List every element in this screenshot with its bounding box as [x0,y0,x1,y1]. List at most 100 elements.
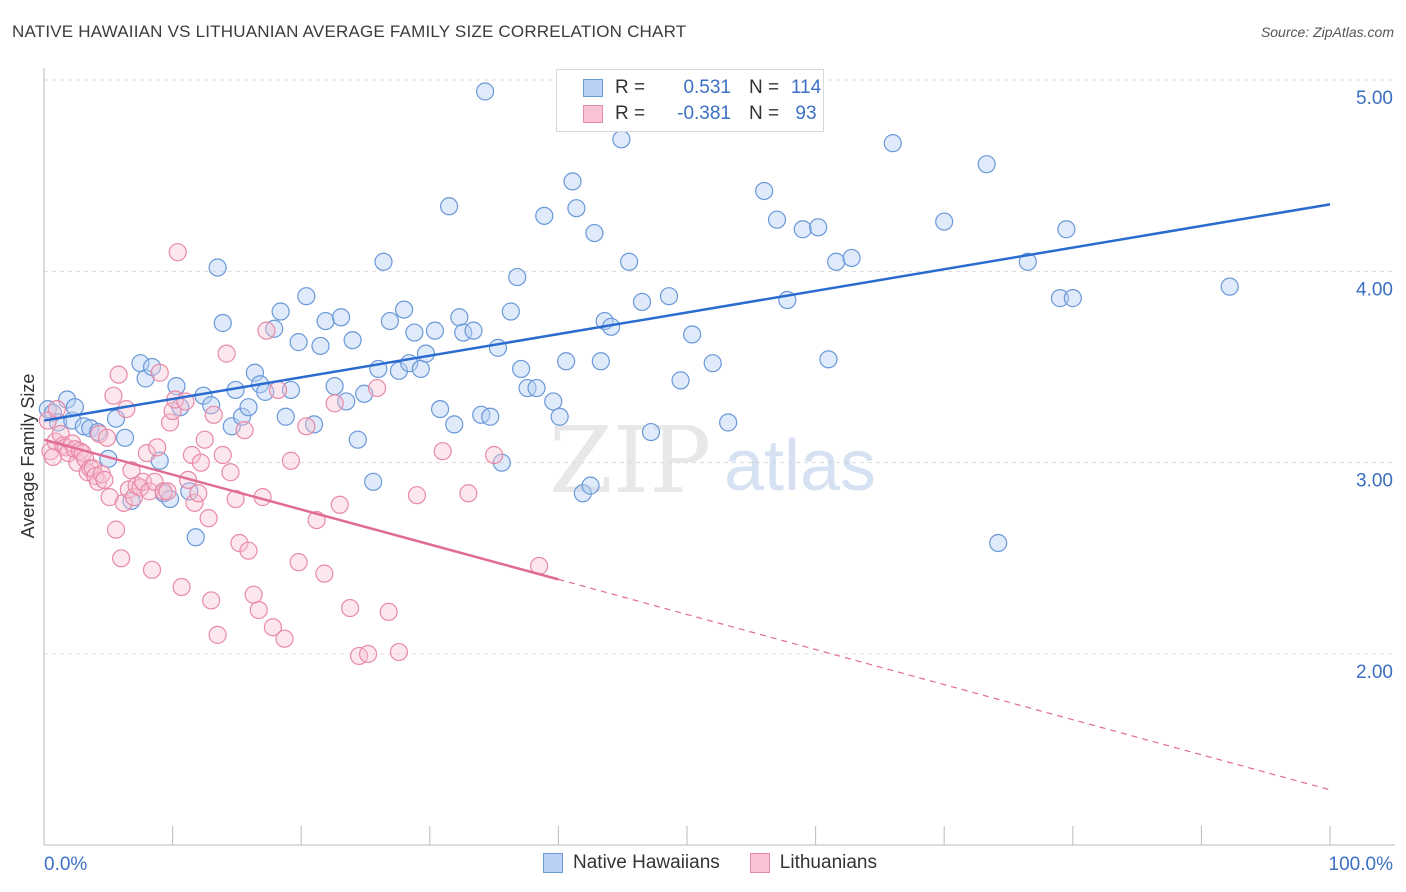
data-point-lithuanian [154,482,173,501]
data-point-lithuanian [249,600,268,620]
data-point-lithuanian [281,451,301,470]
data-point-lithuanian [315,564,334,583]
data-point-native-hawaiian [488,338,508,357]
data-point-native-hawaiian [481,407,500,426]
x-tick-labels: 0.0% 100.0% [44,854,1393,875]
data-point-native-hawaiian [374,252,393,271]
data-point-lithuanian [185,493,204,512]
data-point-lithuanian [208,625,227,644]
data-point-native-hawaiian [683,325,702,344]
data-point-lithuanian [114,493,133,512]
data-point-lithuanian [275,629,294,648]
data-point-native-hawaiian [527,378,546,398]
data-point-native-hawaiian [245,363,265,382]
data-point-native-hawaiian [348,430,367,449]
data-point-native-hawaiian [271,302,290,321]
data-point-lithuanian [379,602,398,622]
data-point-native-hawaiian [557,352,576,371]
data-point-native-hawaiian [439,197,459,216]
data-point-lithuanian [407,486,427,505]
data-point-lithuanian [163,401,182,421]
data-point-native-hawaiian [430,399,450,419]
data-point-lithuanian [112,549,131,568]
legend-n-label: N = [749,77,780,98]
correlation-legend: R = 0.531 N = 114 R = -0.381 N = 93 [556,69,824,132]
data-point-lithuanian [142,560,162,579]
data-point-native-hawaiian [492,453,511,472]
data-point-native-hawaiian [450,308,469,327]
legend-swatch-blue [543,853,563,873]
data-point-native-hawaiian [276,407,295,426]
data-point-native-hawaiian [316,311,335,331]
data-point-native-hawaiian [591,352,610,371]
legend-row-native-hawaiians: R = 0.531 N = 114 [583,76,827,100]
data-point-native-hawaiian [115,428,135,447]
data-point-native-hawaiian [641,422,661,442]
data-point-lithuanian [97,428,117,447]
data-point-lithuanian [349,646,369,666]
data-point-native-hawaiian [632,292,652,312]
data-point-native-hawaiian [239,398,258,417]
data-point-lithuanian [244,585,263,604]
data-point-native-hawaiian [180,482,199,501]
data-point-native-hawaiian [186,528,205,547]
data-point-native-hawaiian [755,181,774,201]
data-point-native-hawaiian [819,350,838,369]
legend-item-lithuanians[interactable]: Lithuanians [749,852,877,874]
data-point-lithuanian [239,541,258,560]
data-point-native-hawaiian [208,258,227,277]
legend-label: Native Hawaiians [573,852,720,873]
legend-n-label: N = [749,103,780,124]
data-point-native-hawaiian [703,354,722,373]
data-point-lithuanian [325,394,344,413]
series-legend: Native Hawaiians Lithuanians [543,852,907,874]
legend-item-native-hawaiians[interactable]: Native Hawaiians [543,852,720,874]
data-point-native-hawaiian [842,248,861,268]
data-point-native-hawaiian [544,392,563,411]
axes [43,68,1395,846]
data-point-native-hawaiian [472,405,491,424]
data-point-native-hawaiian [719,413,738,432]
data-point-native-hawaiian [977,155,996,174]
data-point-native-hawaiian [612,130,631,149]
y-tick-label: 3.00 [1356,471,1393,492]
data-point-native-hawaiian [563,172,582,191]
data-point-native-hawaiian [411,359,430,379]
data-point-native-hawaiian [325,377,344,396]
data-point-native-hawaiian [550,407,569,426]
data-point-lithuanian [195,430,214,449]
data-point-lithuanian [459,484,478,503]
data-point-native-hawaiian [620,252,639,271]
data-point-native-hawaiian [380,311,400,331]
y-tick-label: 5.00 [1356,88,1393,109]
data-point-native-hawaiian [331,308,351,327]
data-point-lithuanian [137,444,156,463]
data-point-native-hawaiian [512,359,531,379]
data-point-native-hawaiian [809,218,828,237]
data-point-native-hawaiian [767,210,787,229]
data-point-native-hawaiian [508,267,527,287]
data-point-lithuanian [289,553,308,572]
data-point-native-hawaiian [883,134,902,153]
data-point-lithuanian [140,482,159,501]
data-point-native-hawaiian [289,333,308,352]
data-point-native-hawaiian [394,300,414,319]
data-point-native-hawaiian [1057,220,1076,239]
trend-line-lithuanians-extension [558,578,1331,791]
data-point-native-hawaiian [232,407,252,426]
data-point-lithuanian [213,445,232,465]
legend-swatch-pink [749,853,770,873]
data-point-lithuanian [150,363,169,382]
data-point-lithuanian [235,421,254,440]
data-point-lithuanian [172,577,191,597]
y-axis-label: Average Family Size [18,374,38,539]
data-point-native-hawaiian [213,313,232,333]
legend-n-value: 93 [795,103,817,124]
y-tick-labels: 2.00 3.00 4.00 5.00 [1356,88,1393,683]
legend-swatch-pink [583,105,603,123]
trend-line-native-hawaiians [43,203,1331,422]
data-point-lithuanian [367,378,387,398]
trend-lines [43,203,1331,791]
data-point-lithuanian [263,618,283,637]
chart-title: NATIVE HAWAIIAN VS LITHUANIAN AVERAGE FA… [12,22,687,41]
